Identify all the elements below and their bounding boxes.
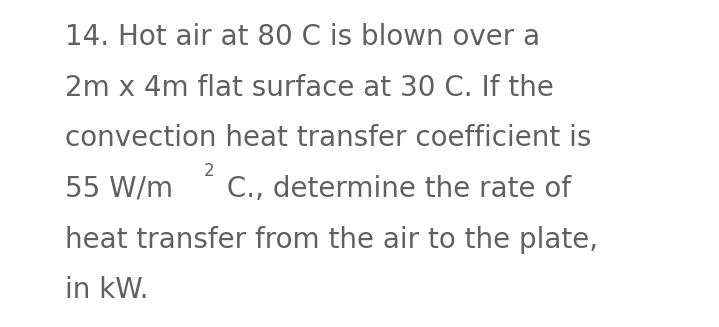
- Text: 55 W/m: 55 W/m: [65, 175, 173, 203]
- Text: 2: 2: [204, 162, 215, 180]
- Text: heat transfer from the air to the plate,: heat transfer from the air to the plate,: [65, 226, 597, 254]
- Text: 2m x 4m flat surface at 30 C. If the: 2m x 4m flat surface at 30 C. If the: [65, 74, 554, 102]
- Text: in kW.: in kW.: [65, 276, 148, 304]
- Text: convection heat transfer coefficient is: convection heat transfer coefficient is: [65, 124, 591, 152]
- Text: C., determine the rate of: C., determine the rate of: [218, 175, 571, 203]
- Text: 14. Hot air at 80 C is blown over a: 14. Hot air at 80 C is blown over a: [65, 23, 540, 51]
